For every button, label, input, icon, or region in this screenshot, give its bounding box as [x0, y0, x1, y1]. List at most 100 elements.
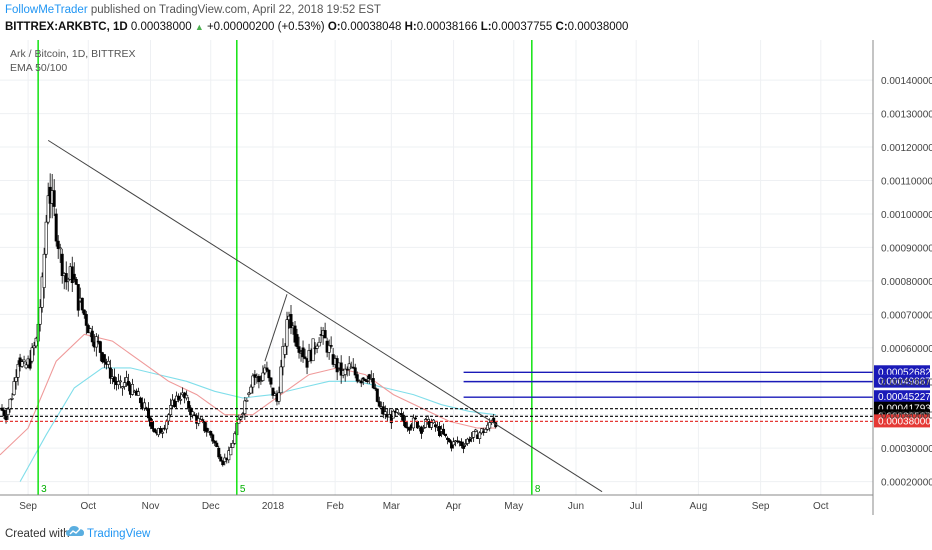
x-tick-label: Sep — [19, 501, 37, 512]
candle-down — [267, 369, 271, 379]
y-tick-label: 0.00130000 — [881, 110, 932, 121]
tradingview-brand[interactable]: TradingView — [87, 528, 151, 540]
candle-up — [130, 384, 134, 395]
candle-up — [165, 420, 169, 430]
candle-up — [34, 337, 38, 347]
candle-up — [421, 427, 425, 429]
candle-down — [56, 240, 60, 249]
chart-area[interactable]: 3 5 8 0.00052682 0.00049887 0.00045227 0.00041… — [0, 40, 932, 515]
candle-down — [193, 414, 197, 417]
candle-down — [403, 421, 407, 428]
candle-up — [136, 391, 140, 396]
candle-down — [221, 460, 225, 466]
candle-down — [159, 428, 163, 434]
candle-down — [359, 380, 363, 384]
up-arrow-icon: ▲ — [194, 22, 204, 32]
candle-down — [80, 297, 84, 311]
candle-down — [389, 414, 393, 424]
published-text: published on TradingView.com, April 22, … — [87, 4, 381, 16]
candle-up — [16, 364, 20, 378]
candle-up — [464, 443, 468, 446]
candle-up — [40, 276, 44, 308]
candle-down — [433, 424, 437, 428]
candle-up — [22, 359, 26, 362]
candle-up — [8, 398, 12, 410]
price-level-label: 0.00045227 — [878, 392, 931, 403]
candle-down — [189, 407, 193, 416]
candle-down — [401, 414, 405, 423]
candle-down — [381, 406, 385, 415]
publisher-link[interactable]: FollowMeTrader — [5, 4, 88, 16]
y-tick-label: 0.00070000 — [881, 310, 932, 321]
candle-up — [124, 377, 128, 383]
candle-up — [247, 392, 251, 395]
candle-down — [177, 395, 181, 401]
footer: Created with TradingView — [0, 515, 932, 550]
candle-up — [472, 431, 476, 438]
candle-down — [265, 367, 269, 371]
candle-down — [375, 388, 379, 402]
candle-down — [90, 330, 94, 343]
price-level-label: 0.00052682 — [878, 367, 931, 378]
x-tick-label: May — [504, 501, 523, 512]
candle-up — [285, 319, 289, 347]
candle-down — [460, 441, 464, 446]
candle-up — [343, 368, 347, 375]
candle-down — [28, 358, 32, 369]
candle-up — [279, 366, 283, 394]
y-tick-label: 0.00080000 — [881, 277, 932, 288]
candle-down — [444, 433, 448, 436]
candle-down — [98, 341, 102, 353]
close-label: C: — [555, 21, 568, 33]
candle-up — [484, 429, 488, 433]
close-value: 0.00038000 — [567, 21, 629, 33]
candle-down — [215, 442, 219, 448]
candle-up — [411, 417, 415, 429]
candle-up — [185, 394, 189, 399]
candle-down — [407, 427, 411, 431]
x-tick-label: Sep — [752, 501, 770, 512]
candle-up — [327, 345, 331, 353]
legend-indicator: EMA 50/100 — [10, 62, 68, 74]
candle-down — [289, 314, 293, 329]
candle-up — [474, 429, 478, 432]
price-level-tag — [874, 374, 930, 388]
candle-down — [205, 427, 209, 433]
cycle-marker-label: 5 — [240, 484, 246, 495]
candle-down — [112, 376, 116, 383]
candle-down — [303, 356, 307, 359]
candle-down — [64, 273, 68, 283]
candle-up — [261, 372, 265, 381]
high-value: 0.00038166 — [416, 21, 478, 33]
candle-down — [54, 213, 58, 242]
candle-down — [305, 358, 309, 368]
chart-legend: Ark / Bitcoin, 1D, BITTREX EMA 50/100 — [10, 47, 135, 75]
candle-up — [281, 346, 285, 368]
created-with-text: Created with — [5, 528, 70, 540]
candle-up — [452, 441, 456, 446]
candle-down — [367, 374, 371, 380]
publish-line: FollowMeTrader published on TradingView.… — [5, 4, 381, 16]
candle-up — [44, 221, 48, 255]
candle-up — [478, 432, 482, 439]
y-tick-label: 0.00110000 — [881, 177, 932, 188]
candle-down — [203, 421, 207, 432]
candle-up — [317, 341, 321, 347]
y-tick-label: 0.00100000 — [881, 210, 932, 221]
candle-up — [46, 195, 50, 223]
candle-down — [173, 399, 177, 408]
low-label: L: — [480, 21, 492, 33]
symbol-label[interactable]: BITTREX:ARKBTC, 1D — [5, 21, 128, 33]
y-tick-label: 0.00120000 — [881, 143, 932, 154]
candle-up — [231, 443, 235, 448]
candle-up — [142, 402, 146, 409]
x-tick-label: 2018 — [262, 501, 285, 512]
legend-title: Ark / Bitcoin, 1D, BITTREX — [10, 48, 136, 60]
candle-up — [395, 409, 399, 413]
candle-down — [446, 437, 450, 440]
candle-down — [213, 440, 217, 444]
candle-up — [88, 328, 92, 334]
tradingview-cloud-icon[interactable] — [66, 525, 84, 537]
candle-up — [241, 413, 245, 416]
